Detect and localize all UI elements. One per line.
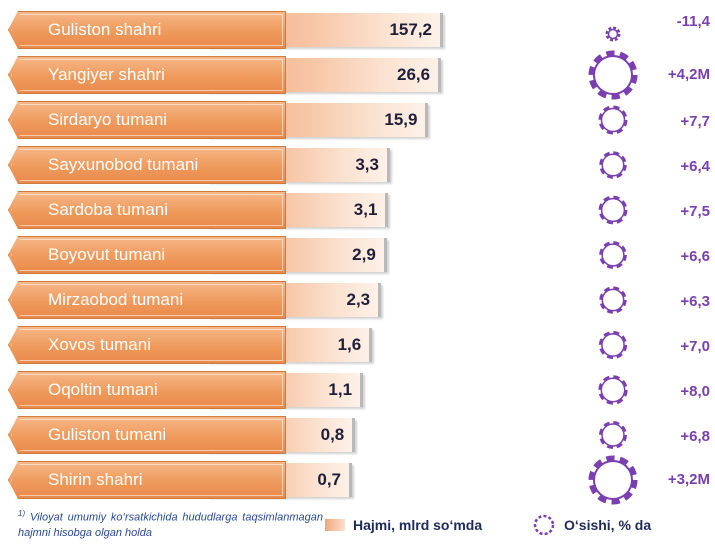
growth-gear-icon (598, 195, 628, 225)
chart-row: 157,2 Guliston shahri (8, 11, 708, 49)
chart-row: 1,6 Xovos tumani (8, 326, 708, 364)
growth-gear-icon (599, 421, 627, 449)
category-label: Yangiyer shahri (48, 65, 165, 84)
bar-value-label: 2,3 (346, 290, 371, 309)
gear-ring (598, 105, 628, 135)
bar-value-label: 0,7 (317, 470, 341, 489)
chart-row: 2,9 Boyovut tumani (8, 236, 708, 274)
growth-value-label: +6,4 (680, 158, 710, 175)
bar-value-label: 3,1 (353, 200, 378, 219)
chart-row: 0,7 Shirin shahri (8, 461, 708, 499)
category-label: Oqoltin tumani (48, 380, 158, 399)
category-tab: Shirin shahri (8, 461, 286, 499)
chart-row: 3,1 Sardoba tumani (8, 191, 708, 229)
category-tab: Sardoba tumani (8, 191, 286, 229)
gear-ring-inner (607, 28, 619, 40)
growth-value-label: +8,0 (680, 383, 710, 400)
growth-value-label: +6,6 (680, 248, 710, 265)
gear-ring-inner (593, 460, 633, 500)
growth-gear-icon (588, 50, 638, 100)
category-label: Sirdaryo tumani (48, 110, 168, 129)
category-label: Sayxunobod tumani (48, 155, 199, 174)
growth-value-label: +6,3 (680, 293, 710, 310)
chart-row: 26,6 Yangiyer shahri (8, 56, 708, 94)
gear-ring-inner (600, 197, 626, 223)
gear-ring-inner (593, 55, 633, 95)
growth-gear-icon (588, 455, 638, 505)
legend-growth: O‘sishi, % da (532, 514, 652, 536)
category-label: Shirin shahri (48, 470, 143, 489)
chart-row: 2,3 Mirzaobod tumani (8, 281, 708, 319)
bar-value-label: 3,3 (355, 155, 379, 174)
growth-value-label: +7,0 (680, 338, 710, 355)
bar-value-label: 0,8 (320, 425, 345, 444)
growth-value-label: +4,2M (667, 66, 710, 83)
legend-volume: Hajmi, mlrd so‘mda (325, 515, 482, 535)
gear-ring-inner (601, 153, 625, 177)
category-tab: Mirzaobod tumani (8, 281, 286, 319)
growth-gear-icon (598, 375, 628, 405)
category-label: Boyovut tumani (48, 245, 166, 264)
growth-value-label: +7,7 (680, 113, 710, 130)
category-tab: Guliston tumani (8, 416, 286, 454)
gear-ring-inner (601, 243, 625, 267)
gear-ring-inner (601, 333, 625, 357)
category-tab: Boyovut tumani (8, 236, 286, 274)
footnote-text: Viloyat umumiy ko‘rsatkichida hududlarga… (18, 511, 323, 539)
gear-ring (605, 26, 621, 42)
category-tab: Sirdaryo tumani (8, 101, 286, 139)
gear-ring (599, 151, 627, 179)
gear-ring-inner (601, 288, 625, 312)
chart-row: 1,1 Oqoltin tumani (8, 371, 708, 409)
bar-value-label: 2,9 (352, 245, 376, 264)
category-label: Guliston tumani (48, 425, 167, 444)
category-tab: Guliston shahri (8, 11, 286, 49)
category-label: Mirzaobod tumani (48, 290, 184, 309)
legend-volume-label: Hajmi, mlrd so‘mda (353, 517, 483, 533)
gear-ring (599, 286, 627, 314)
growth-gear-icon (599, 286, 627, 314)
growth-value-label: +7,5 (680, 203, 710, 220)
gear-ring (599, 241, 627, 269)
growth-value-label: +6,8 (680, 428, 710, 445)
gear-ring (598, 330, 628, 360)
chart-row: 15,9 Sirdaryo tumani (8, 101, 708, 139)
growth-gear-icon (605, 26, 621, 42)
footnote-marker: 1) (18, 509, 26, 518)
category-tab: Oqoltin tumani (8, 371, 286, 409)
growth-gear-icon (598, 330, 628, 360)
category-label: Guliston shahri (48, 20, 162, 39)
growth-value-label: +3,2M (667, 471, 710, 488)
category-tab: Sayxunobod tumani (8, 146, 286, 184)
bar-value-label: 15,9 (384, 110, 418, 129)
gear-ring (598, 375, 628, 405)
legend-growth-label: O‘sishi, % da (564, 517, 652, 533)
chart-row: 0,8 Guliston tumani (8, 416, 708, 454)
bar-value-label: 1,6 (337, 335, 362, 354)
gear-ring (598, 195, 628, 225)
category-label: Xovos tumani (48, 335, 151, 354)
category-tab: Yangiyer shahri (8, 56, 286, 94)
gear-ring-inner (600, 107, 626, 133)
bar-value-label: 26,6 (397, 65, 431, 84)
gear-ring (599, 421, 627, 449)
legend-volume-swatch (325, 519, 345, 531)
gear-ring (588, 50, 638, 100)
growth-gear-icon (599, 151, 627, 179)
growth-gear-icon (598, 105, 628, 135)
footnote: 1) Viloyat umumiy ko‘rsatkichida hududla… (18, 506, 323, 541)
growth-gear-icon (599, 241, 627, 269)
category-label: Sardoba tumani (48, 200, 169, 219)
bar-value-label: 1,1 (328, 380, 353, 399)
chart-row: 3,3 Sayxunobod tumani (8, 146, 708, 184)
gear-ring (588, 455, 638, 505)
legend-gear-icon (533, 514, 555, 536)
gear-ring-inner (601, 423, 625, 447)
category-tab: Xovos tumani (8, 326, 286, 364)
gear-ring-inner (600, 377, 626, 403)
growth-value-label: -11,4 (676, 13, 710, 30)
bar-value-label: 157,2 (389, 20, 432, 39)
